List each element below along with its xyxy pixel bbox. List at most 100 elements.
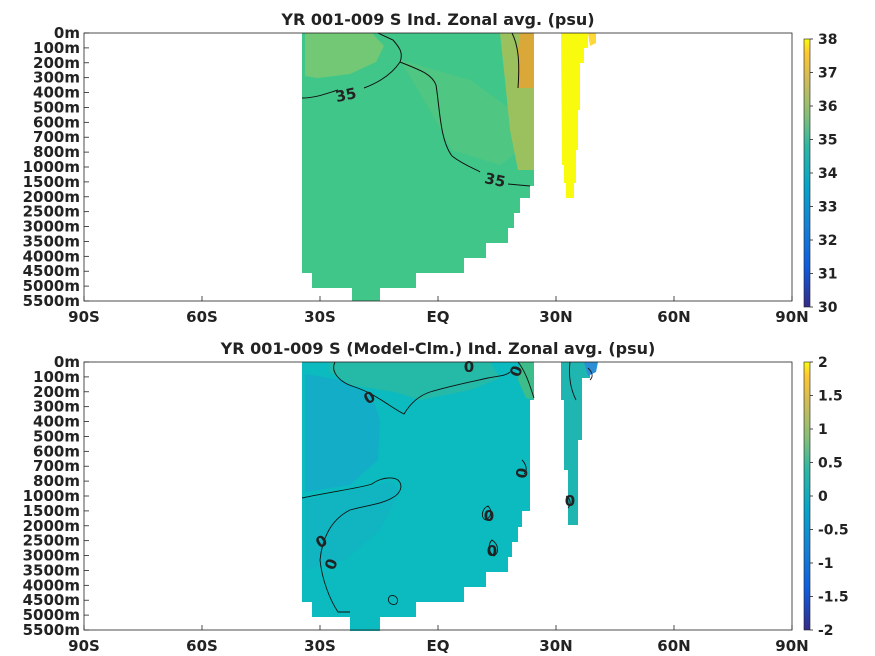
anomaly-y-tick-label: 3000m xyxy=(23,547,80,565)
salinity-x-tick-label: 90N xyxy=(775,308,808,326)
salinity-y-tick-label: 1500m xyxy=(23,173,80,191)
salinity-fill-mid xyxy=(400,60,520,165)
anomaly-y-tick-label: 600m xyxy=(33,442,80,460)
salinity-contours xyxy=(301,32,531,187)
anomaly-fill-arabian xyxy=(518,362,534,400)
salinity-fill-red-sea xyxy=(517,33,534,88)
anomaly-x-tick-label: 30S xyxy=(304,637,336,655)
anomaly-y-tick-label: 0m xyxy=(54,353,80,371)
anomaly-fill-marginal-sea xyxy=(561,362,590,525)
anomaly-y-tick-label: 700m xyxy=(33,457,80,475)
salinity-x-tick-label: 60N xyxy=(657,308,690,326)
anomaly-colorbar-tick-label: 1.5 xyxy=(818,389,843,405)
anomaly-y-tick-label: 500m xyxy=(33,427,80,445)
anomaly-colorbar-ticks: 2 1.5 1 0.5 0 -0.5 -1 -1.5 -2 xyxy=(810,355,849,639)
salinity-colorbar xyxy=(803,38,811,308)
salinity-y-tick-label: 100m xyxy=(33,39,80,57)
salinity-y-tick-label: 0m xyxy=(54,24,80,42)
anomaly-y-tick-label: 2000m xyxy=(23,517,80,535)
salinity-y-tick-label: 400m xyxy=(33,84,80,102)
anomaly-fill-marginal-sea-low xyxy=(584,362,598,376)
anomaly-panel: YR 001-009 S (Model-Clm.) Ind. Zonal avg… xyxy=(23,339,849,655)
salinity-y-tick-label: 4500m xyxy=(23,262,80,280)
salinity-colorbar-tick-label: 37 xyxy=(818,66,837,82)
anomaly-field xyxy=(302,362,598,631)
anomaly-y-tick-label: 100m xyxy=(33,368,80,386)
salinity-y-tick-label: 300m xyxy=(33,69,80,87)
salinity-colorbar-tick-label: 34 xyxy=(818,166,838,182)
anomaly-colorbar-tick-label: 1 xyxy=(818,422,828,438)
anomaly-fill-surface-high xyxy=(330,362,500,400)
salinity-y-tick-label: 600m xyxy=(33,113,80,131)
salinity-y-tick-label: 200m xyxy=(33,54,80,72)
salinity-x-tick-label: 90S xyxy=(68,308,100,326)
salinity-colorbar-tick-label: 38 xyxy=(818,32,837,48)
anomaly-y-tick-label: 5500m xyxy=(23,621,80,639)
salinity-contour-label: 35 xyxy=(334,84,358,106)
salinity-x-tick-label: EQ xyxy=(427,308,450,326)
anomaly-y-tick-label: 2500m xyxy=(23,532,80,550)
salinity-title: YR 001-009 S Ind. Zonal avg. (psu) xyxy=(280,10,594,29)
anomaly-contour-line xyxy=(521,459,571,509)
anomaly-y-tick-label: 300m xyxy=(33,398,80,416)
anomaly-y-tick-label: 4500m xyxy=(23,591,80,609)
anomaly-contour-label: 0 xyxy=(512,466,532,479)
salinity-contour-line xyxy=(511,32,520,89)
anomaly-y-tick-label: 1500m xyxy=(23,502,80,520)
salinity-contour-line xyxy=(399,61,531,187)
anomaly-colorbar-tick-label: 2 xyxy=(818,355,828,371)
anomaly-title: YR 001-009 S (Model-Clm.) Ind. Zonal avg… xyxy=(220,339,656,358)
salinity-y-tick-label: 700m xyxy=(33,128,80,146)
salinity-x-axis: 90S 60S 30S EQ 30N 60N 90N xyxy=(68,296,809,326)
anomaly-x-axis: 90S 60S 30S EQ 30N 60N 90N xyxy=(68,625,809,655)
anomaly-contour-line xyxy=(301,477,402,613)
anomaly-colorbar-tick-label: 0.5 xyxy=(818,456,843,472)
anomaly-contour-line xyxy=(488,539,499,557)
anomaly-contours xyxy=(301,361,593,613)
anomaly-colorbar-tick-label: -1 xyxy=(818,556,834,572)
salinity-y-tick-label: 3500m xyxy=(23,232,80,250)
anomaly-colorbar-tick-label: -0.5 xyxy=(818,523,849,539)
salinity-colorbar-tick-label: 32 xyxy=(818,233,837,249)
anomaly-colorbar xyxy=(803,361,811,631)
anomaly-contour-line xyxy=(481,505,492,521)
anomaly-contour-label: 0 xyxy=(484,507,494,525)
anomaly-contour-line xyxy=(387,595,399,605)
anomaly-y-tick-label: 1000m xyxy=(23,487,80,505)
salinity-colorbar-ticks: 38 37 36 35 34 33 32 31 30 xyxy=(810,32,838,316)
anomaly-y-tick-label: 5000m xyxy=(23,606,80,624)
salinity-contour-line xyxy=(301,32,402,99)
anomaly-y-axis: 0m100m200m300m400m500m600m700m800m1000m1… xyxy=(23,353,89,639)
anomaly-contour-line xyxy=(333,361,511,415)
salinity-colorbar-tick-label: 33 xyxy=(818,200,837,216)
anomaly-y-tick-label: 400m xyxy=(33,413,80,431)
salinity-y-axis: 0m100m200m300m400m500m600m700m800m1000m1… xyxy=(23,24,89,310)
anomaly-colorbar-tick-label: 0 xyxy=(818,489,828,505)
salinity-field xyxy=(302,33,596,301)
salinity-y-tick-label: 4000m xyxy=(23,247,80,265)
anomaly-x-tick-label: 60N xyxy=(657,637,690,655)
salinity-y-tick-label: 5000m xyxy=(23,277,80,295)
anomaly-x-tick-label: 60S xyxy=(186,637,218,655)
salinity-y-tick-label: 5500m xyxy=(23,292,80,310)
anomaly-x-tick-label: EQ xyxy=(427,637,450,655)
anomaly-colorbar-tick-label: -1.5 xyxy=(818,590,849,606)
salinity-colorbar-tick-label: 35 xyxy=(818,133,837,149)
salinity-y-tick-label: 2000m xyxy=(23,188,80,206)
anomaly-contour-label: 0 xyxy=(487,542,497,560)
salinity-x-tick-label: 30N xyxy=(539,308,572,326)
salinity-x-tick-label: 60S xyxy=(186,308,218,326)
anomaly-x-tick-label: 30N xyxy=(539,637,572,655)
salinity-y-tick-label: 500m xyxy=(33,98,80,116)
anomaly-colorbar-tick-label: -2 xyxy=(818,623,834,639)
salinity-x-tick-label: 30S xyxy=(304,308,336,326)
anomaly-y-tick-label: 800m xyxy=(33,472,80,490)
salinity-fill-marginal-sea xyxy=(561,33,588,198)
salinity-colorbar-tick-label: 36 xyxy=(818,99,837,115)
salinity-y-tick-label: 800m xyxy=(33,143,80,161)
salinity-fill-marginal-sea-edge xyxy=(588,33,596,46)
anomaly-y-tick-label: 3500m xyxy=(23,561,80,579)
anomaly-fill-southern-low xyxy=(305,374,380,492)
salinity-y-tick-label: 3000m xyxy=(23,218,80,236)
